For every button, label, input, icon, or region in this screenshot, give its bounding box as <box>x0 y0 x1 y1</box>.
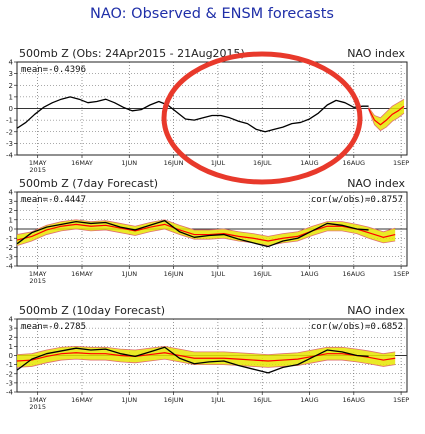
y-tick-label: 2 <box>9 334 13 342</box>
x-tick-label: 16JUL <box>253 159 272 167</box>
index-label: NAO index <box>347 304 405 317</box>
y-tick-label: 0 <box>9 226 13 234</box>
ensemble-spread-band <box>17 346 396 368</box>
correlation-label: cor(w/obs)=0.6852 <box>311 322 403 332</box>
observed-line <box>16 96 369 133</box>
ensemble-mean-line <box>16 352 396 362</box>
x-tick-label: 1AUG <box>300 159 318 167</box>
figure-title: NAO: Observed & ENSM forecasts <box>90 6 334 22</box>
x-tick-sublabel: 2015 <box>29 403 46 411</box>
x-tick-label: 16AUG <box>343 159 366 167</box>
y-tick-label: -3 <box>6 140 13 148</box>
y-tick-label: -1 <box>6 361 13 369</box>
chart-panel-2: 500mb Z (7day Forecast) NAO index 1MAY2015… <box>6 177 409 285</box>
y-tick-label: 1 <box>9 216 13 224</box>
y-tick-label: -3 <box>6 379 13 387</box>
x-tick-label: 16JUN <box>164 159 184 167</box>
y-tick-label: -3 <box>6 253 13 261</box>
index-label: NAO index <box>347 47 405 60</box>
x-tick-label: 1SEP <box>393 270 409 278</box>
y-tick-label: -1 <box>6 117 13 125</box>
ensemble-mean-line <box>16 223 396 242</box>
ensemble-mean-line <box>368 105 405 126</box>
observed-line <box>16 346 369 374</box>
observed-line <box>16 220 369 248</box>
y-tick-label: -2 <box>6 370 13 378</box>
y-tick-label: -2 <box>6 128 13 136</box>
panel-title: 500mb Z (Obs: 24Apr2015 - 21Aug2015) <box>19 47 245 60</box>
ensemble-upper-line <box>368 98 405 119</box>
x-tick-label: 16JUL <box>253 396 272 404</box>
red-circle-annotation <box>161 51 363 185</box>
panel-title: 500mb Z (7day Forecast) <box>19 177 158 190</box>
x-tick-label: 16MAY <box>71 396 93 404</box>
chart-panels: 500mb Z (Obs: 24Apr2015 - 21Aug2015) NAO … <box>6 47 409 411</box>
y-tick-label: 4 <box>9 59 14 67</box>
y-tick-label: -4 <box>6 152 14 160</box>
y-tick-label: 2 <box>9 82 13 90</box>
y-tick-label: 0 <box>9 352 13 360</box>
x-tick-label: 1JUN <box>121 396 137 404</box>
y-tick-label: 1 <box>9 343 13 351</box>
y-tick-label: 3 <box>9 70 13 78</box>
x-tick-label: 1AUG <box>300 270 318 278</box>
x-tick-label: 1MAY <box>29 159 47 167</box>
x-tick-label: 1AUG <box>300 396 318 404</box>
panel-title: 500mb Z (10day Forecast) <box>19 304 165 317</box>
x-tick-label: 16AUG <box>343 396 366 404</box>
x-tick-label: 16MAY <box>71 270 93 278</box>
x-tick-label: 16MAY <box>71 159 93 167</box>
mean-label: mean=-0.2785 <box>21 322 86 332</box>
chart-panel-3: 500mb Z (10day Forecast) NAO index1MAY201… <box>6 304 409 411</box>
mean-label: mean=-0.4447 <box>21 195 86 205</box>
x-tick-label: 1JUN <box>121 270 137 278</box>
y-tick-label: 4 <box>9 189 14 197</box>
ensemble-lower-line <box>16 358 396 368</box>
x-tick-label: 16JUN <box>164 396 184 404</box>
mean-label: mean=-0.4396 <box>21 65 86 75</box>
x-tick-label: 1MAY <box>29 396 47 404</box>
x-tick-label: 16JUN <box>164 270 184 278</box>
ensemble-lower-line <box>16 228 396 247</box>
ensemble-upper-line <box>16 219 396 237</box>
correlation-label: cor(w/obs)=0.8757 <box>311 195 403 205</box>
y-tick-label: -4 <box>6 389 14 397</box>
y-tick-label: -1 <box>6 235 13 243</box>
x-tick-label: 1MAY <box>29 270 47 278</box>
chart-panel-1: 500mb Z (Obs: 24Apr2015 - 21Aug2015) NAO … <box>6 47 409 174</box>
x-tick-label: 1JUL <box>211 396 226 404</box>
y-tick-label: 1 <box>9 93 13 101</box>
x-tick-label: 16AUG <box>343 270 366 278</box>
ensemble-upper-line <box>16 345 396 355</box>
y-tick-label: 0 <box>9 105 13 113</box>
x-tick-label: 1SEP <box>393 396 409 404</box>
x-tick-label: 1JUN <box>121 159 137 167</box>
y-tick-label: 4 <box>9 316 14 324</box>
x-tick-label: 16JUL <box>253 270 272 278</box>
y-tick-label: 3 <box>9 325 13 333</box>
x-tick-label: 1SEP <box>393 159 409 167</box>
y-tick-label: -2 <box>6 244 13 252</box>
y-tick-label: 3 <box>9 198 13 206</box>
x-tick-label: 1JUL <box>211 270 226 278</box>
x-tick-sublabel: 2015 <box>29 166 46 174</box>
ensemble-lower-line <box>368 109 405 132</box>
x-tick-sublabel: 2015 <box>29 277 46 285</box>
y-tick-label: 2 <box>9 207 13 215</box>
y-tick-label: -4 <box>6 263 14 271</box>
index-label: NAO index <box>347 177 405 190</box>
x-tick-label: 1JUL <box>211 159 226 167</box>
